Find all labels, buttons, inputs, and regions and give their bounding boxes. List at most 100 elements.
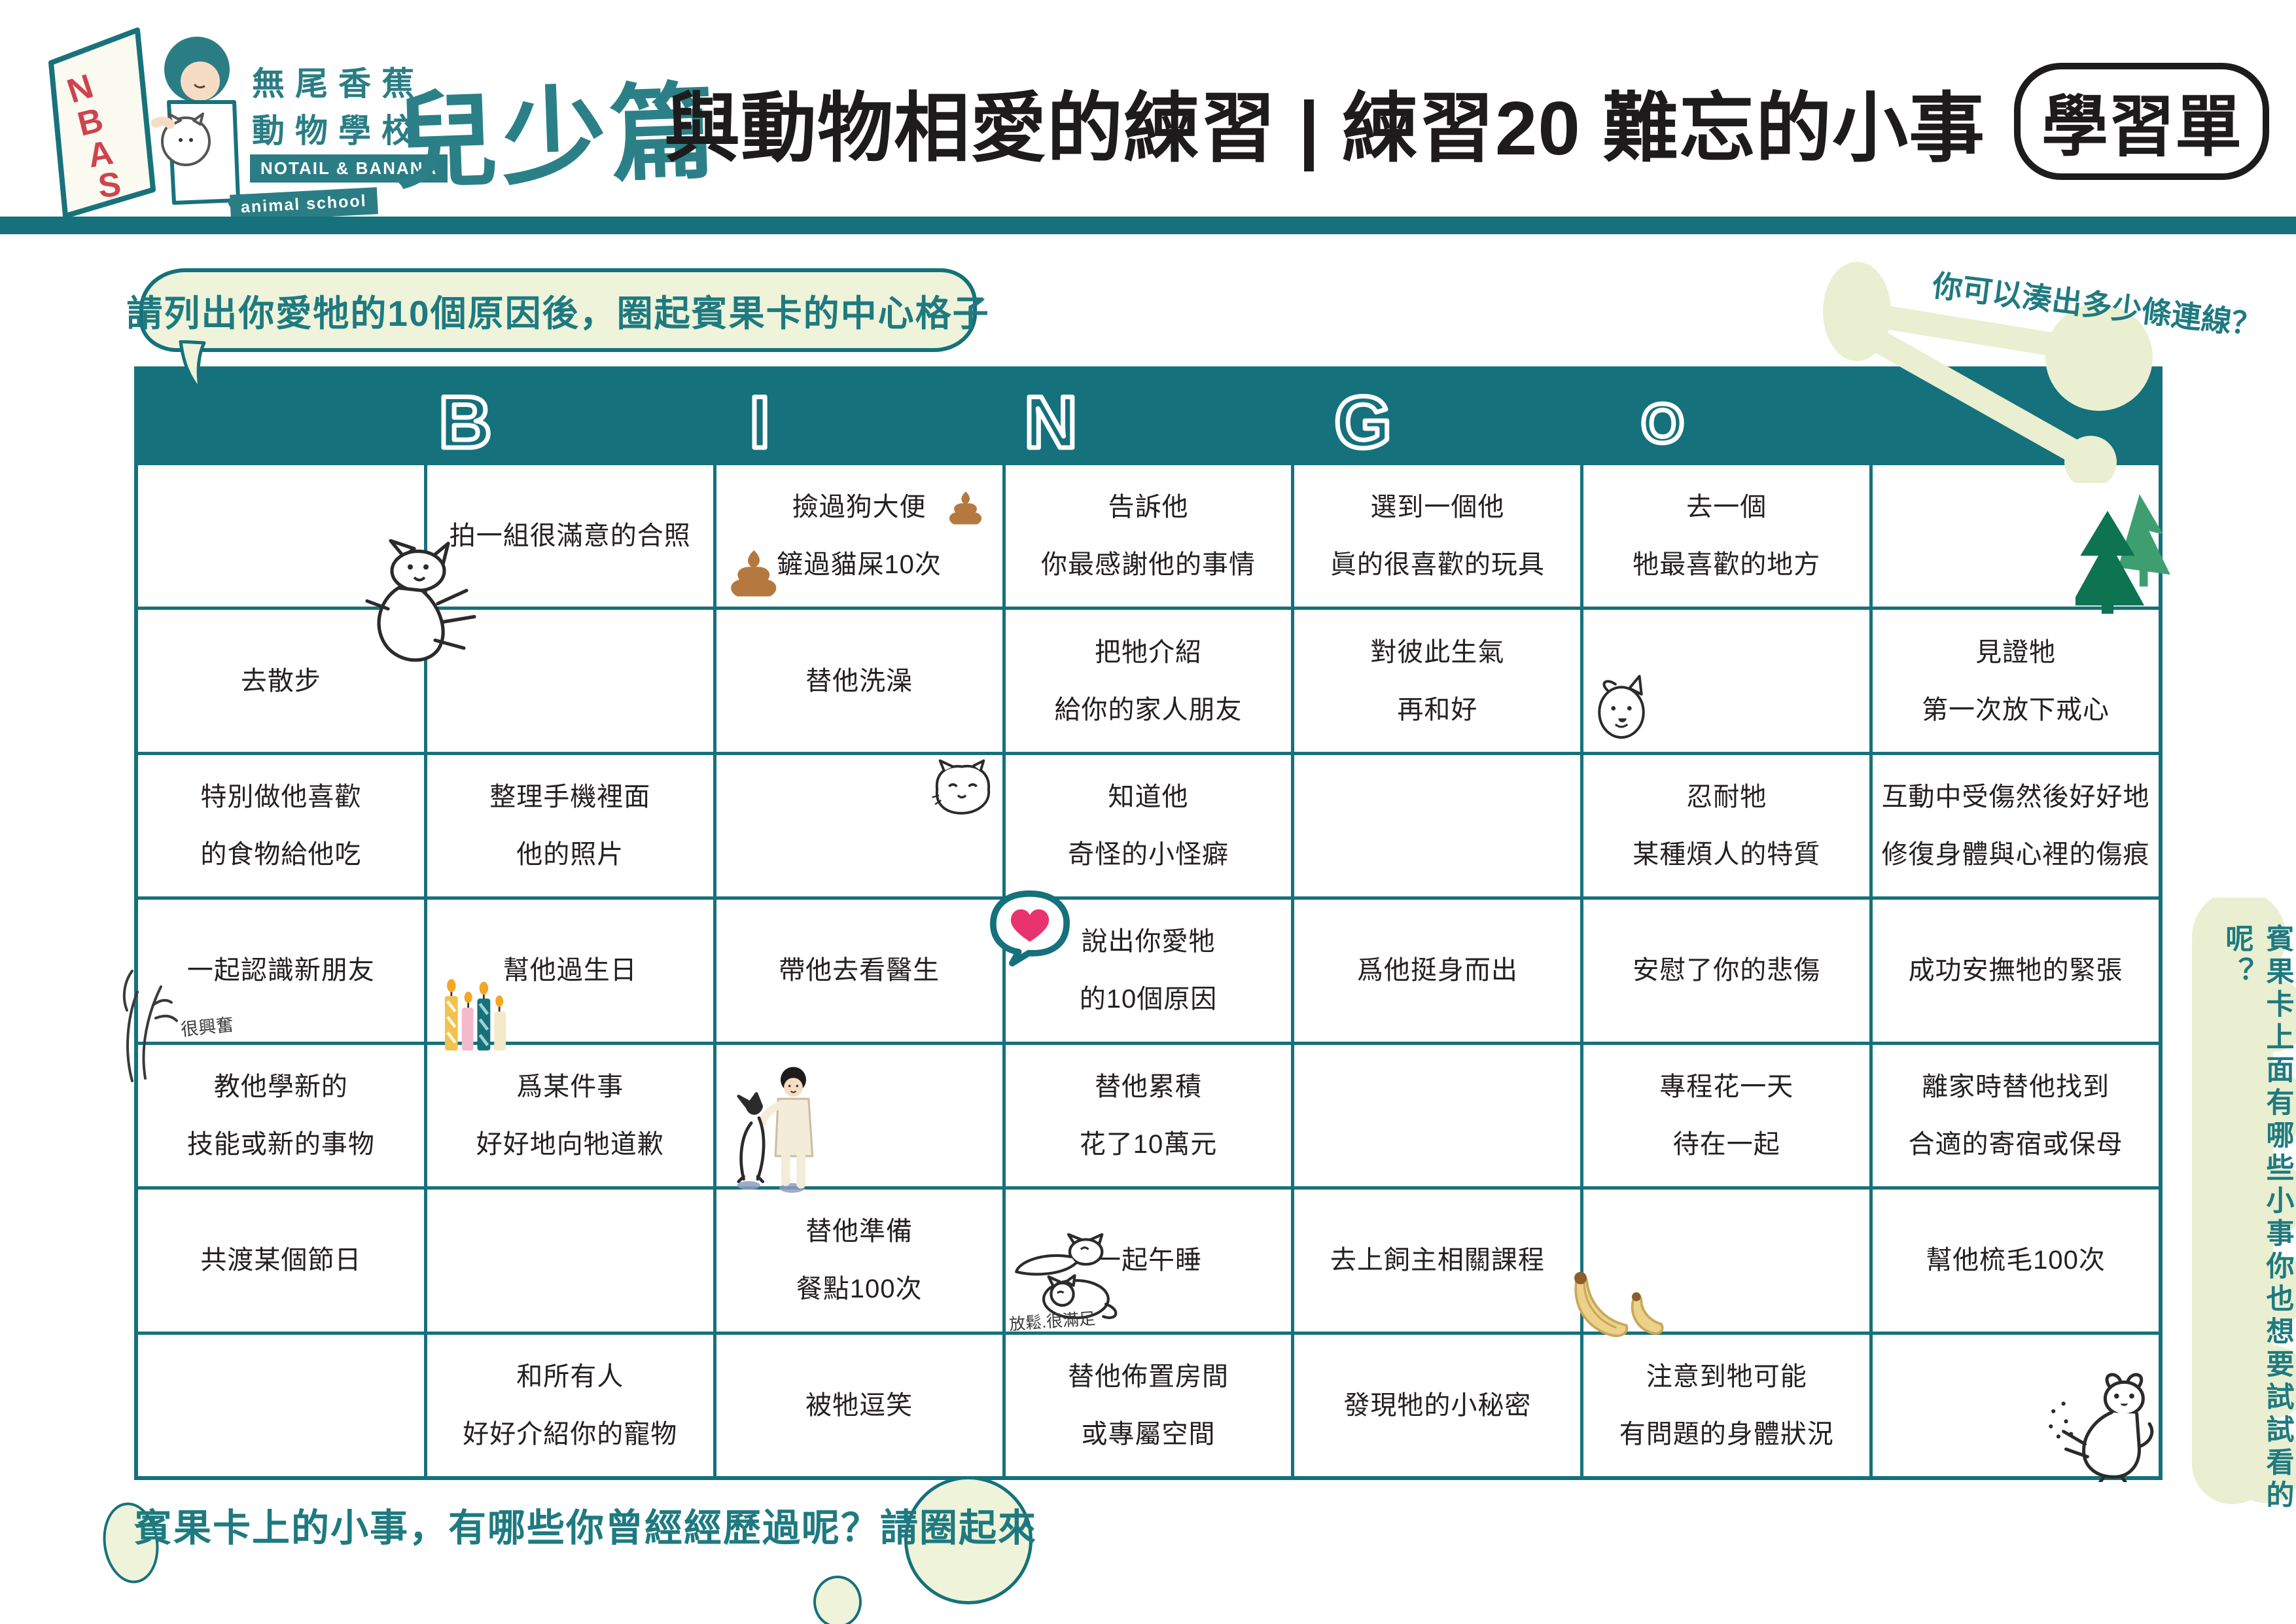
bingo-cell-r3-c2[interactable]: 整理手機裡面 他的照片 — [427, 754, 713, 897]
bingo-cell-line: 有問題的身體狀況 — [1619, 1419, 1834, 1449]
bingo-cell-r4-c1[interactable]: 一起認識新朋友 — [138, 900, 424, 1042]
bingo-letter-n: N — [1025, 381, 1078, 462]
bingo-letter-b: B — [439, 381, 492, 462]
bingo-cell-r5-c4[interactable]: 替他累積 花了10萬元 — [1005, 1044, 1292, 1187]
bingo-cell-line: 去上飼主相關課程 — [1330, 1246, 1545, 1275]
bingo-cell-r6-c1[interactable]: 共渡某個節日 — [138, 1190, 424, 1332]
nbas-logo: N B A S — [48, 27, 246, 219]
bingo-cell-line: 成功安撫牠的緊張 — [1908, 956, 2123, 985]
bingo-cell-r5-c2[interactable]: 爲某件事 好好地向牠道歉 — [427, 1044, 713, 1187]
jumping-dog-doodle — [365, 538, 476, 662]
bingo-cell-line: 撿過狗大便 — [792, 493, 927, 522]
bingo-cell-r3-c7[interactable]: 互動中受傷然後好好地 修復身體與心裡的傷痕 — [1873, 754, 2159, 897]
bingo-cell-r6-c3[interactable]: 替他準備 餐點100次 — [716, 1190, 1002, 1332]
poop-icon — [731, 550, 777, 597]
bingo-cell-r6-c7[interactable]: 幫他梳毛100次 — [1873, 1190, 2159, 1332]
bingo-cell-r7-c6[interactable]: 注意到牠可能 有問題的身體狀況 — [1583, 1334, 1870, 1476]
poop-icon — [949, 491, 982, 525]
bingo-cell-line: 見證牠 — [1975, 637, 2057, 667]
cat-face-doodle — [932, 759, 990, 815]
bingo-cell-r1-c2[interactable]: 拍一組很滿意的合照 — [427, 465, 713, 607]
bingo-cell-r7-c2[interactable]: 和所有人好好介紹你的寵物 — [427, 1334, 713, 1476]
excited-scribble-doodle — [122, 970, 178, 1082]
bingo-cell-line: 說出你愛牠 — [1081, 927, 1216, 957]
bingo-cell-line: 帶他去看醫生 — [779, 956, 940, 985]
bingo-cell-line: 你最感謝他的事情 — [1040, 550, 1256, 580]
bingo-cell-r3-c6[interactable]: 忍耐牠 某種煩人的特質 — [1583, 754, 1870, 897]
bingo-cell-r3-c1[interactable]: 特別做他喜歡 的食物給他吃 — [138, 754, 424, 897]
instruction-text: 請列出你愛牠的10個原因後，圈起賓果卡的中心格子 — [126, 293, 990, 334]
bingo-cell-r5-c1[interactable]: 教他學新的 技能或新的事物 — [138, 1044, 424, 1187]
bingo-cell-line: 他的照片 — [516, 840, 624, 870]
bingo-cell-r7-c4[interactable]: 替他佈置房間 或專屬空間 — [1005, 1334, 1292, 1476]
bottom-deco-circle-small — [813, 1576, 862, 1624]
bingo-cell-r4-c7[interactable]: 成功安撫牠的緊張 — [1873, 900, 2159, 1042]
bingo-cell-line: 替他佈置房間 — [1067, 1362, 1229, 1391]
bingo-cell-line: 好好介紹你的寵物 — [463, 1419, 678, 1449]
bingo-cell-line: 技能或新的事物 — [186, 1129, 375, 1159]
bingo-cell-line: 共渡某個節日 — [200, 1246, 362, 1275]
bingo-cell-r3-c5[interactable] — [1294, 754, 1581, 897]
bingo-cell-line: 好好地向牠道歉 — [476, 1129, 664, 1159]
bingo-cell-line: 的10個原因 — [1079, 985, 1218, 1014]
bottom-note: 賓果卡上的小事，有哪些你曾經經歷過呢？請圈起來 — [134, 1507, 1038, 1549]
bingo-cell-line: 替他洗澡 — [805, 666, 913, 696]
bingo-cell-line: 或專屬空間 — [1081, 1419, 1216, 1449]
sleeping-cats-doodle — [1015, 1233, 1118, 1320]
bingo-cell-line: 合適的寄宿或保母 — [1908, 1129, 2123, 1159]
bingo-cell-r2-c1[interactable]: 去散步 — [138, 610, 424, 752]
bingo-cell-r2-c3[interactable]: 替他洗澡 — [716, 610, 1002, 752]
bingo-cell-r1-c4[interactable]: 告訴他你最感謝他的事情 — [1005, 465, 1292, 607]
bingo-cell-r7-c5[interactable]: 發現牠的小秘密 — [1294, 1334, 1581, 1476]
scratching-dog-doodle — [2049, 1373, 2154, 1482]
bingo-cell-line: 一起午睡 — [1094, 1246, 1202, 1275]
bingo-cell-line: 幫他過生日 — [503, 956, 637, 985]
bingo-cell-r5-c5[interactable] — [1294, 1044, 1581, 1187]
bingo-cell-r5-c6[interactable]: 專程花一天 待在一起 — [1583, 1044, 1870, 1187]
bingo-cell-line: 對彼此生氣 — [1370, 637, 1505, 667]
school-name-line1: 無尾香蕉 — [252, 65, 425, 102]
bingo-cell-r7-c1[interactable] — [138, 1334, 424, 1476]
bingo-letter-i: I — [749, 381, 769, 462]
bingo-cell-r1-c6[interactable]: 去一個 牠最喜歡的地方 — [1583, 465, 1870, 607]
bingo-cell-r1-c1[interactable] — [138, 465, 424, 607]
bingo-cell-r2-c4[interactable]: 把牠介紹 給你的家人朋友 — [1005, 610, 1292, 752]
bingo-letter-o: O — [1641, 393, 1684, 454]
right-vertical-note: 賓果卡上面有哪些小事你也想要試試看的呢？ — [2221, 924, 2293, 1513]
bingo-cell-line: 和所有人 — [516, 1362, 624, 1391]
svg-text:S: S — [96, 166, 123, 205]
bingo-cell-r2-c7[interactable]: 見證牠第一次放下戒心 — [1873, 610, 2159, 752]
bingo-cell-line: 離家時替他找到 — [1922, 1072, 2110, 1101]
bingo-cell-line: 某種煩人的特質 — [1633, 840, 1821, 870]
bingo-cell-r5-c7[interactable]: 離家時替他找到 合適的寄宿或保母 — [1873, 1044, 2159, 1187]
bingo-grid: B I N G O 拍一組很滿意的合照 撿過狗大便鏟過貓屎10次 告訴他你最感謝他的… — [134, 366, 2163, 1480]
bingo-cell-r6-c2[interactable] — [427, 1190, 713, 1332]
bingo-cell-r4-c3[interactable]: 帶他去看醫生 — [716, 900, 1002, 1042]
bingo-cell-line: 知道他 — [1108, 783, 1189, 812]
bingo-cell-r4-c6[interactable]: 安慰了你的悲傷 — [1583, 900, 1870, 1042]
bingo-cell-line: 第一次放下戒心 — [1922, 695, 2110, 724]
bingo-cell-r4-c5[interactable]: 爲他挺身而出 — [1294, 900, 1581, 1042]
bingo-cell-r2-c2[interactable] — [427, 610, 713, 752]
bingo-cell-r1-c5[interactable]: 選到一個他 眞的很喜歡的玩具 — [1294, 465, 1581, 607]
bingo-cell-line: 鏟過貓屎10次 — [777, 550, 942, 580]
dog-face-doodle — [1598, 675, 1645, 739]
bingo-cell-r2-c5[interactable]: 對彼此生氣 再和好 — [1294, 610, 1581, 752]
speech-bubble-tail — [179, 340, 206, 392]
bingo-cell-line: 牠最喜歡的地方 — [1633, 550, 1821, 580]
bingo-cell-r7-c3[interactable]: 被牠逗笑 — [716, 1334, 1002, 1476]
bingo-letters: B I N G O — [436, 380, 1686, 463]
pine-trees-icon — [2075, 494, 2170, 614]
bingo-cell-line: 去散步 — [240, 666, 321, 696]
page-title: 與動物相愛的練習 | 練習20 難忘的小事 — [664, 86, 1986, 171]
bingo-cell-line: 眞的很喜歡的玩具 — [1330, 550, 1545, 580]
bingo-cell-r4-c2[interactable]: 幫他過生日 — [427, 900, 713, 1042]
bingo-cell-r6-c5[interactable]: 去上飼主相關課程 — [1294, 1190, 1581, 1332]
header-divider — [0, 217, 2296, 234]
sheet-type-badge: 學習單 — [2014, 63, 2269, 180]
bingo-cell-r3-c4[interactable]: 知道他 奇怪的小怪癖 — [1005, 754, 1292, 897]
bingo-cell-line: 替他準備 — [805, 1217, 913, 1246]
bingo-cell-line: 被牠逗笑 — [805, 1390, 913, 1420]
bingo-cell-line: 告訴他 — [1108, 493, 1189, 522]
